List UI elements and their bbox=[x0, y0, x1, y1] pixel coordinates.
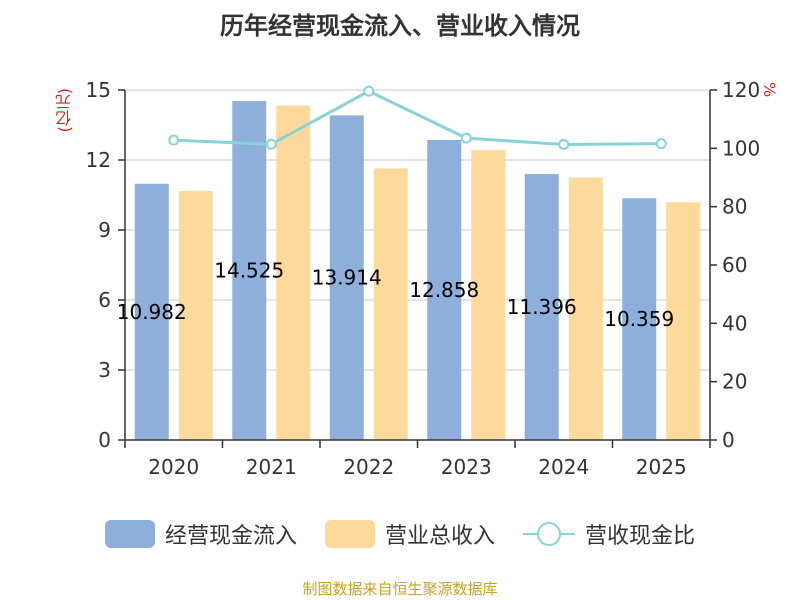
bar-revenue bbox=[471, 150, 506, 440]
bar-cash-inflow bbox=[329, 115, 364, 440]
legend-item-cash-inflow[interactable]: 经营现金流入 bbox=[104, 518, 297, 550]
bar-cash-inflow bbox=[622, 198, 657, 440]
bar-revenue bbox=[178, 190, 213, 440]
bar-cash-inflow bbox=[427, 139, 462, 441]
right-axis-tick-label: 20 bbox=[722, 370, 747, 394]
legend-label-revenue: 营业总收入 bbox=[384, 524, 495, 549]
x-axis-tick-label: 2021 bbox=[246, 455, 297, 479]
data-label-cash-inflow: 13.914 bbox=[312, 266, 382, 290]
bar-cash-inflow bbox=[232, 101, 267, 440]
data-label-cash-inflow: 11.396 bbox=[507, 295, 577, 319]
left-axis-tick-label: 12 bbox=[86, 148, 111, 172]
right-axis-tick-label: 40 bbox=[722, 311, 747, 335]
x-axis-tick-label: 2020 bbox=[148, 455, 199, 479]
legend: 经营现金流入 营业总收入 营收现金比 bbox=[0, 518, 800, 550]
right-axis-tick-label: 100 bbox=[722, 136, 760, 160]
left-axis-tick-label: 3 bbox=[98, 358, 111, 382]
point-cash-ratio bbox=[265, 138, 277, 150]
right-axis-tick-label: 80 bbox=[722, 195, 747, 219]
left-axis-tick-label: 15 bbox=[86, 78, 111, 102]
point-cash-ratio bbox=[168, 134, 180, 146]
line-cash-ratio bbox=[173, 89, 662, 147]
x-axis-tick-label: 2022 bbox=[343, 455, 394, 479]
legend-item-revenue[interactable]: 营业总收入 bbox=[324, 518, 495, 550]
legend-swatch-revenue bbox=[324, 520, 375, 548]
x-axis-tick-label: 2023 bbox=[441, 455, 492, 479]
point-cash-ratio bbox=[558, 139, 570, 151]
bar-revenue bbox=[373, 168, 408, 440]
bar-revenue bbox=[666, 202, 701, 440]
point-cash-ratio bbox=[363, 85, 375, 97]
left-axis-tick-label: 6 bbox=[98, 288, 111, 312]
point-cash-ratio bbox=[655, 138, 667, 150]
legend-label-cash-inflow: 经营现金流入 bbox=[164, 524, 297, 549]
left-axis-tick-label: 9 bbox=[98, 218, 111, 242]
bar-cash-inflow bbox=[524, 174, 559, 441]
x-axis-tick-label: 2025 bbox=[636, 455, 687, 479]
bar-revenue bbox=[276, 105, 311, 440]
bar-revenue bbox=[568, 177, 603, 440]
left-axis-tick-label: 0 bbox=[98, 428, 111, 452]
legend-item-cash-ratio[interactable]: 营收现金比 bbox=[523, 518, 695, 550]
chart-title: 历年经营现金流入、营业收入情况 bbox=[220, 12, 580, 40]
x-axis-tick-label: 2024 bbox=[538, 455, 589, 479]
legend-label-cash-ratio: 营收现金比 bbox=[585, 524, 696, 549]
right-axis-tick-label: 0 bbox=[722, 428, 735, 452]
bar-cash-inflow bbox=[134, 183, 169, 440]
legend-swatch-cash-ratio bbox=[523, 520, 575, 548]
legend-swatch-cash-inflow bbox=[104, 520, 155, 548]
data-label-cash-inflow: 14.525 bbox=[214, 259, 284, 283]
data-label-cash-inflow: 10.982 bbox=[117, 300, 187, 324]
data-source-note: 制图数据来自恒生聚源数据库 bbox=[302, 580, 498, 598]
point-cash-ratio bbox=[460, 132, 472, 144]
data-label-cash-inflow: 10.359 bbox=[604, 307, 674, 331]
right-axis-tick-label: 60 bbox=[722, 253, 747, 277]
right-axis-tick-label: 120 bbox=[722, 78, 760, 102]
data-label-cash-inflow: 12.858 bbox=[409, 278, 479, 302]
